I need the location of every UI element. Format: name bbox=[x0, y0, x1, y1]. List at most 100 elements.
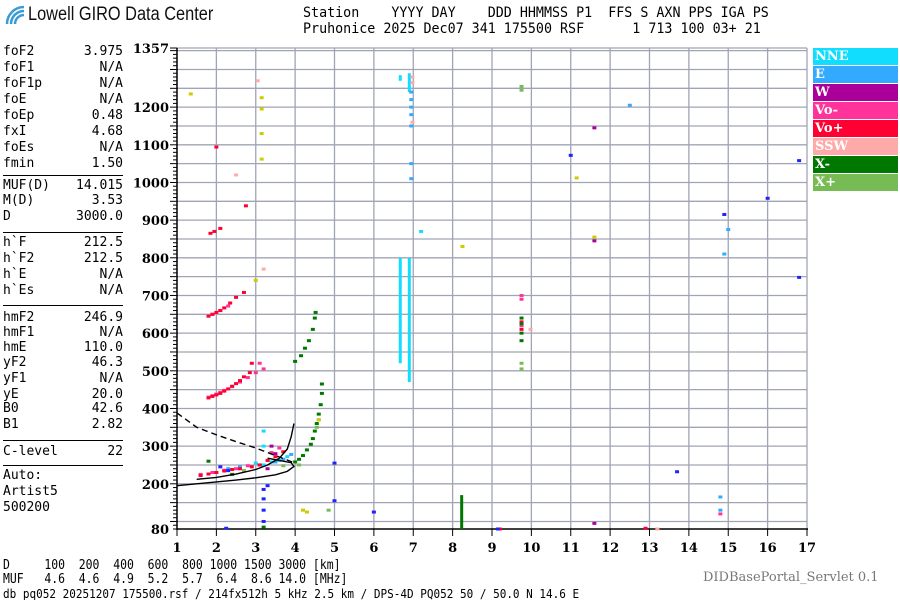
point-e bbox=[627, 103, 632, 107]
param-key: foEs bbox=[3, 140, 35, 155]
point-w bbox=[592, 126, 597, 130]
legend-vo-: Vo+ bbox=[813, 120, 898, 137]
param-key: h`E bbox=[3, 267, 27, 282]
separator bbox=[3, 305, 123, 306]
point-e bbox=[273, 460, 278, 464]
y-tick-label: 200 bbox=[142, 478, 169, 493]
point-e bbox=[409, 90, 414, 94]
point-vo- bbox=[234, 382, 239, 386]
point-x- bbox=[319, 391, 324, 395]
point-x- bbox=[306, 339, 311, 343]
point-other bbox=[259, 132, 264, 136]
point-vo- bbox=[519, 324, 524, 328]
param-value: 3.975 bbox=[83, 44, 123, 59]
point-vo- bbox=[228, 301, 233, 305]
x-tick-label: 15 bbox=[719, 541, 737, 556]
point-x- bbox=[519, 322, 524, 326]
param-key: foE bbox=[3, 92, 27, 107]
point-vo- bbox=[222, 469, 227, 473]
param-key: B0 bbox=[3, 401, 19, 416]
param-value: 22 bbox=[107, 444, 123, 459]
point-nne bbox=[419, 229, 424, 233]
param-foe: foE N/A bbox=[3, 92, 123, 108]
point-other bbox=[568, 153, 573, 157]
point-nne bbox=[285, 455, 290, 459]
param-fmin: fmin 1.50 bbox=[3, 156, 123, 172]
point-vo- bbox=[218, 309, 223, 313]
point-nne bbox=[253, 461, 258, 465]
x-tick-label: 10 bbox=[522, 541, 540, 556]
param-key: foEp bbox=[3, 108, 35, 123]
param-key: B1 bbox=[3, 417, 19, 432]
param-key: yF1 bbox=[3, 371, 27, 386]
param-value: N/A bbox=[99, 140, 123, 155]
point-other bbox=[460, 245, 465, 249]
param-value: 3000.0 bbox=[76, 209, 123, 224]
point-other bbox=[224, 526, 229, 530]
point-vo- bbox=[206, 314, 211, 318]
legend-e: E bbox=[813, 66, 898, 83]
point-other bbox=[265, 484, 270, 488]
param-hme: hmE 110.0 bbox=[3, 340, 123, 356]
point-other bbox=[495, 527, 500, 531]
point-nne bbox=[261, 463, 266, 467]
point-x- bbox=[310, 437, 315, 441]
param-value: N/A bbox=[99, 325, 123, 340]
point-vo- bbox=[222, 389, 227, 393]
point-x--range bbox=[460, 495, 464, 529]
point-x- bbox=[519, 361, 524, 365]
point-w bbox=[592, 521, 597, 525]
separator bbox=[3, 465, 123, 466]
point-vo- bbox=[218, 391, 223, 395]
point-other bbox=[371, 510, 376, 514]
point-other bbox=[261, 508, 266, 512]
point-vo- bbox=[265, 458, 270, 462]
param-muf-d-: MUF(D) 14.015 bbox=[3, 178, 123, 194]
point-vo- bbox=[208, 231, 213, 235]
point-ssw bbox=[410, 120, 415, 124]
param-value: 46.3 bbox=[91, 355, 123, 370]
point-x- bbox=[319, 382, 324, 386]
param-key: foF1 bbox=[3, 60, 35, 75]
point-other bbox=[574, 176, 579, 180]
param-value: 0.48 bbox=[91, 108, 123, 123]
param-fof2: foF2 3.975 bbox=[3, 44, 123, 60]
point-vo- bbox=[222, 306, 227, 310]
point-e bbox=[238, 465, 242, 469]
point-other bbox=[797, 275, 802, 279]
param-value: 4.68 bbox=[91, 124, 123, 139]
point-nne-range bbox=[398, 257, 402, 364]
param-key: hmE bbox=[3, 340, 27, 355]
param-key: foF1p bbox=[3, 76, 43, 91]
point-e bbox=[409, 98, 414, 102]
x-tick-label: 6 bbox=[369, 541, 378, 556]
param-b1: B1 2.82 bbox=[3, 417, 123, 433]
param-value: N/A bbox=[99, 92, 123, 107]
point-e bbox=[409, 177, 414, 181]
point-e bbox=[409, 124, 414, 128]
y-tick-label: 1100 bbox=[133, 139, 169, 154]
param-yf2: yF2 46.3 bbox=[3, 355, 123, 371]
point-other bbox=[261, 487, 266, 491]
point-ssw bbox=[234, 173, 239, 177]
point-w bbox=[269, 444, 274, 448]
point-x- bbox=[241, 469, 246, 473]
point-x- bbox=[314, 425, 319, 429]
x-tick-label: 13 bbox=[640, 541, 658, 556]
point-x- bbox=[304, 448, 309, 452]
y-tick-label: 600 bbox=[142, 327, 169, 342]
param-d: D 3000.0 bbox=[3, 209, 123, 225]
separator bbox=[3, 232, 123, 233]
point-x- bbox=[313, 310, 318, 314]
param-key: D bbox=[3, 209, 11, 224]
point-vo- bbox=[238, 380, 242, 384]
dashed-curve bbox=[176, 412, 296, 464]
param-key: M(D) bbox=[3, 193, 35, 208]
point-x- bbox=[519, 316, 524, 320]
point-other bbox=[259, 96, 264, 100]
point-vo- bbox=[245, 376, 250, 380]
point-vo- bbox=[718, 512, 723, 516]
param-value: N/A bbox=[99, 283, 123, 298]
point-w bbox=[592, 239, 597, 243]
point-other bbox=[301, 508, 305, 512]
